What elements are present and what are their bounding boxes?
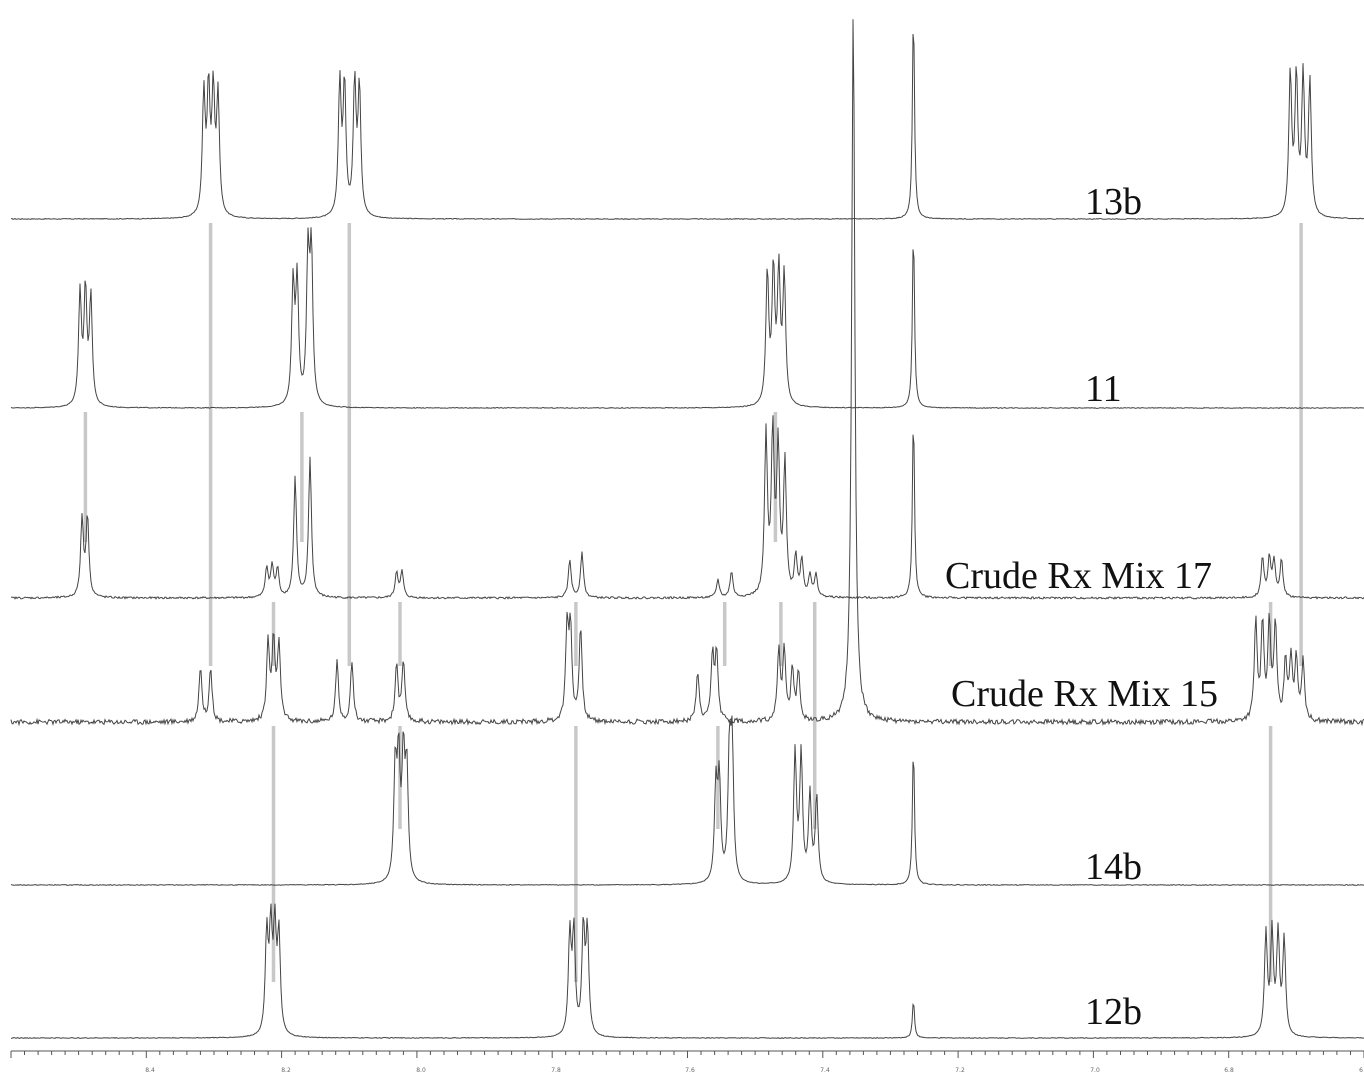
tick-label: 6.8 <box>1224 1067 1234 1074</box>
trace-label-11: 11 <box>1085 368 1122 410</box>
spectrum-trace <box>10 415 1364 600</box>
x-axis: 8.4 8.2 8.0 7.8 7.6 7.4 7.2 7.0 6.8 6 <box>10 1050 1364 1074</box>
trace-label-13b: 13b <box>1085 181 1142 223</box>
spectrum-traces <box>10 19 1364 1040</box>
x-axis-minor-ticks <box>24 1051 1351 1055</box>
tick-label: 8.4 <box>145 1067 155 1074</box>
tick-label: 7.8 <box>551 1067 561 1074</box>
tick-label: 6 <box>1359 1067 1363 1074</box>
spectrum-trace <box>10 903 1364 1040</box>
spectrum-trace <box>10 715 1364 886</box>
trace-label-12b: 12b <box>1085 991 1142 1033</box>
tick-label: 7.2 <box>955 1067 965 1074</box>
spectrum-trace <box>10 19 1364 727</box>
x-axis-major-ticks <box>10 1051 1364 1058</box>
tick-label: 7.6 <box>685 1067 695 1074</box>
trace-label-crude-rx-mix-17: Crude Rx Mix 17 <box>945 555 1212 597</box>
tick-label: 7.4 <box>820 1067 830 1074</box>
tick-label: 8.0 <box>416 1067 426 1074</box>
trace-labels: 13b 11 Crude Rx Mix 17 Crude Rx Mix 15 1… <box>945 181 1218 1033</box>
spectrum-trace <box>10 227 1364 410</box>
trace-label-14b: 14b <box>1085 846 1142 888</box>
tick-label: 7.0 <box>1090 1067 1100 1074</box>
trace-label-crude-rx-mix-15: Crude Rx Mix 15 <box>951 673 1218 715</box>
x-axis-tick-labels: 8.4 8.2 8.0 7.8 7.6 7.4 7.2 7.0 6.8 6 <box>145 1067 1363 1074</box>
spectrum-trace <box>11 33 1364 220</box>
tick-label: 8.2 <box>281 1067 291 1074</box>
